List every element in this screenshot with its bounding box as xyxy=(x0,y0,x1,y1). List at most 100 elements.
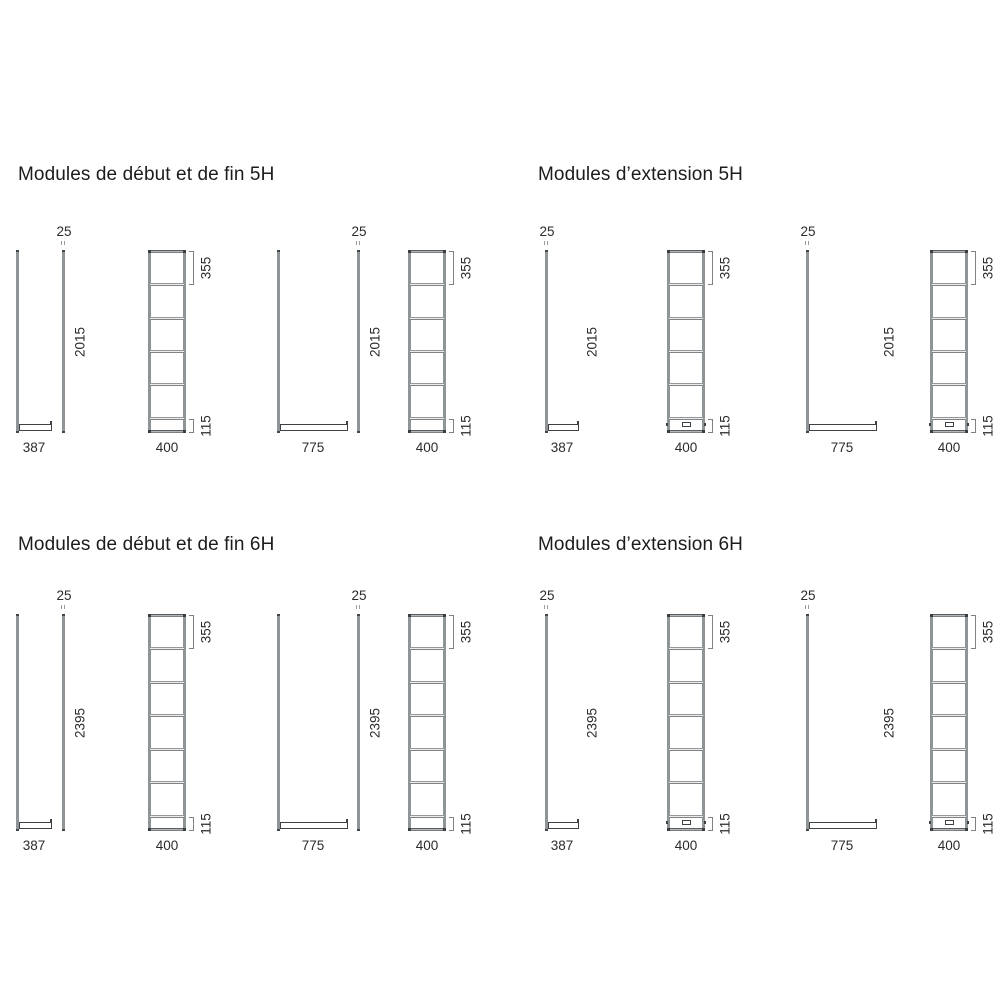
shelf-line xyxy=(410,647,444,651)
base-height-bracket-tick xyxy=(971,418,975,420)
corner-connector xyxy=(965,828,968,831)
shelf-line xyxy=(150,814,184,818)
module-width-label: 400 xyxy=(155,838,179,853)
shelf-opening-bracket-tick xyxy=(189,251,193,252)
ladder-bottom-bar xyxy=(669,430,703,433)
shelf-opening-bracket xyxy=(975,615,976,650)
strip-side-tick xyxy=(704,820,706,824)
corner-connector xyxy=(183,614,186,617)
panel-thickness-label: 25 xyxy=(800,224,816,239)
shelf-line xyxy=(932,316,966,320)
thickness-tick xyxy=(359,241,360,245)
shelf-line xyxy=(669,814,703,818)
foot-end-tick xyxy=(346,819,348,822)
shelf-line xyxy=(150,316,184,320)
strip-side-tick xyxy=(704,422,706,426)
corner-connector xyxy=(667,828,670,831)
shelf-opening-label: 355 xyxy=(717,620,733,644)
side-panel-profile xyxy=(806,614,809,831)
corner-connector xyxy=(702,828,705,831)
base-height-bracket xyxy=(193,418,194,433)
base-foot-profile xyxy=(280,822,348,829)
corner-connector xyxy=(702,614,705,617)
panel-thickness-label: 25 xyxy=(539,588,555,603)
side-panel-profile xyxy=(16,614,19,831)
corner-connector xyxy=(702,250,705,253)
quadrant-title-extension-5h: Modules d’extension 5H xyxy=(538,164,743,185)
shelf-line xyxy=(669,714,703,718)
foot-depth-label: 775 xyxy=(301,838,325,853)
shelf-line xyxy=(410,416,444,420)
base-height-bracket-tick xyxy=(708,816,712,818)
corner-connector xyxy=(667,250,670,253)
corner-connector xyxy=(148,614,151,617)
base-foot-profile xyxy=(809,822,877,829)
base-height-bracket xyxy=(193,816,194,831)
side-panel-profile xyxy=(277,614,280,831)
base-foot-profile xyxy=(809,424,877,431)
base-foot-profile xyxy=(280,424,348,431)
corner-connector xyxy=(408,614,411,617)
corner-connector xyxy=(667,614,670,617)
foot-end-tick xyxy=(875,819,877,822)
base-height-bracket xyxy=(712,418,713,433)
shelf-line xyxy=(150,416,184,420)
shelf-line xyxy=(932,781,966,785)
ladder-bottom-bar xyxy=(410,828,444,831)
shelf-opening-bracket-tick xyxy=(708,251,712,252)
ladder-top-bar xyxy=(669,614,703,617)
corner-connector xyxy=(965,430,968,433)
module-height-label: 2015 xyxy=(367,326,383,357)
shelf-line xyxy=(410,383,444,387)
shelf-opening-label: 355 xyxy=(198,256,214,280)
base-height-bracket-tick xyxy=(708,432,712,433)
shelf-opening-bracket-tick xyxy=(449,648,453,650)
corner-connector xyxy=(930,828,933,831)
base-height-bracket-tick xyxy=(971,816,975,818)
ladder-top-bar xyxy=(410,250,444,253)
connector-slot xyxy=(681,422,691,428)
shelf-opening-bracket-tick xyxy=(708,648,712,650)
shelf-line xyxy=(150,680,184,684)
ladder-top-bar xyxy=(932,250,966,253)
thickness-tick xyxy=(547,605,548,609)
module-width-label: 400 xyxy=(937,440,961,455)
module-height-label: 2395 xyxy=(367,707,383,738)
module-width-label: 400 xyxy=(155,440,179,455)
base-foot-profile xyxy=(19,822,52,829)
shelf-line xyxy=(410,283,444,287)
thickness-tick xyxy=(61,605,62,609)
foot-depth-label: 775 xyxy=(830,440,854,455)
foot-end-tick xyxy=(577,421,579,424)
ladder-left-rail xyxy=(148,614,151,831)
corner-connector xyxy=(183,430,186,433)
corner-connector xyxy=(443,430,446,433)
base-height-bracket-tick xyxy=(189,432,193,433)
module-height-label: 2015 xyxy=(72,326,88,357)
thickness-tick xyxy=(356,241,357,245)
ladder-left-rail xyxy=(408,250,411,433)
ladder-right-rail xyxy=(702,614,705,831)
shelf-opening-label: 355 xyxy=(717,256,733,280)
shelf-opening-bracket xyxy=(453,251,454,286)
ladder-left-rail xyxy=(408,614,411,831)
shelf-opening-label: 355 xyxy=(458,256,474,280)
shelf-opening-bracket xyxy=(193,615,194,650)
foot-depth-label: 387 xyxy=(22,440,46,455)
side-panel-profile xyxy=(277,250,280,433)
thickness-tick xyxy=(547,241,548,245)
shelf-opening-bracket-tick xyxy=(189,284,193,286)
base-height-bracket xyxy=(453,816,454,831)
upright-panel-profile xyxy=(62,250,65,433)
foot-end-tick xyxy=(50,421,52,424)
shelf-line xyxy=(150,349,184,353)
shelf-line xyxy=(150,781,184,785)
base-height-label: 115 xyxy=(198,415,214,437)
foot-depth-label: 387 xyxy=(22,838,46,853)
ladder-left-rail xyxy=(930,250,933,433)
ladder-top-bar xyxy=(410,614,444,617)
connector-slot xyxy=(944,820,954,826)
module-width-label: 400 xyxy=(415,440,439,455)
base-height-bracket-tick xyxy=(708,418,712,420)
thickness-tick xyxy=(356,605,357,609)
